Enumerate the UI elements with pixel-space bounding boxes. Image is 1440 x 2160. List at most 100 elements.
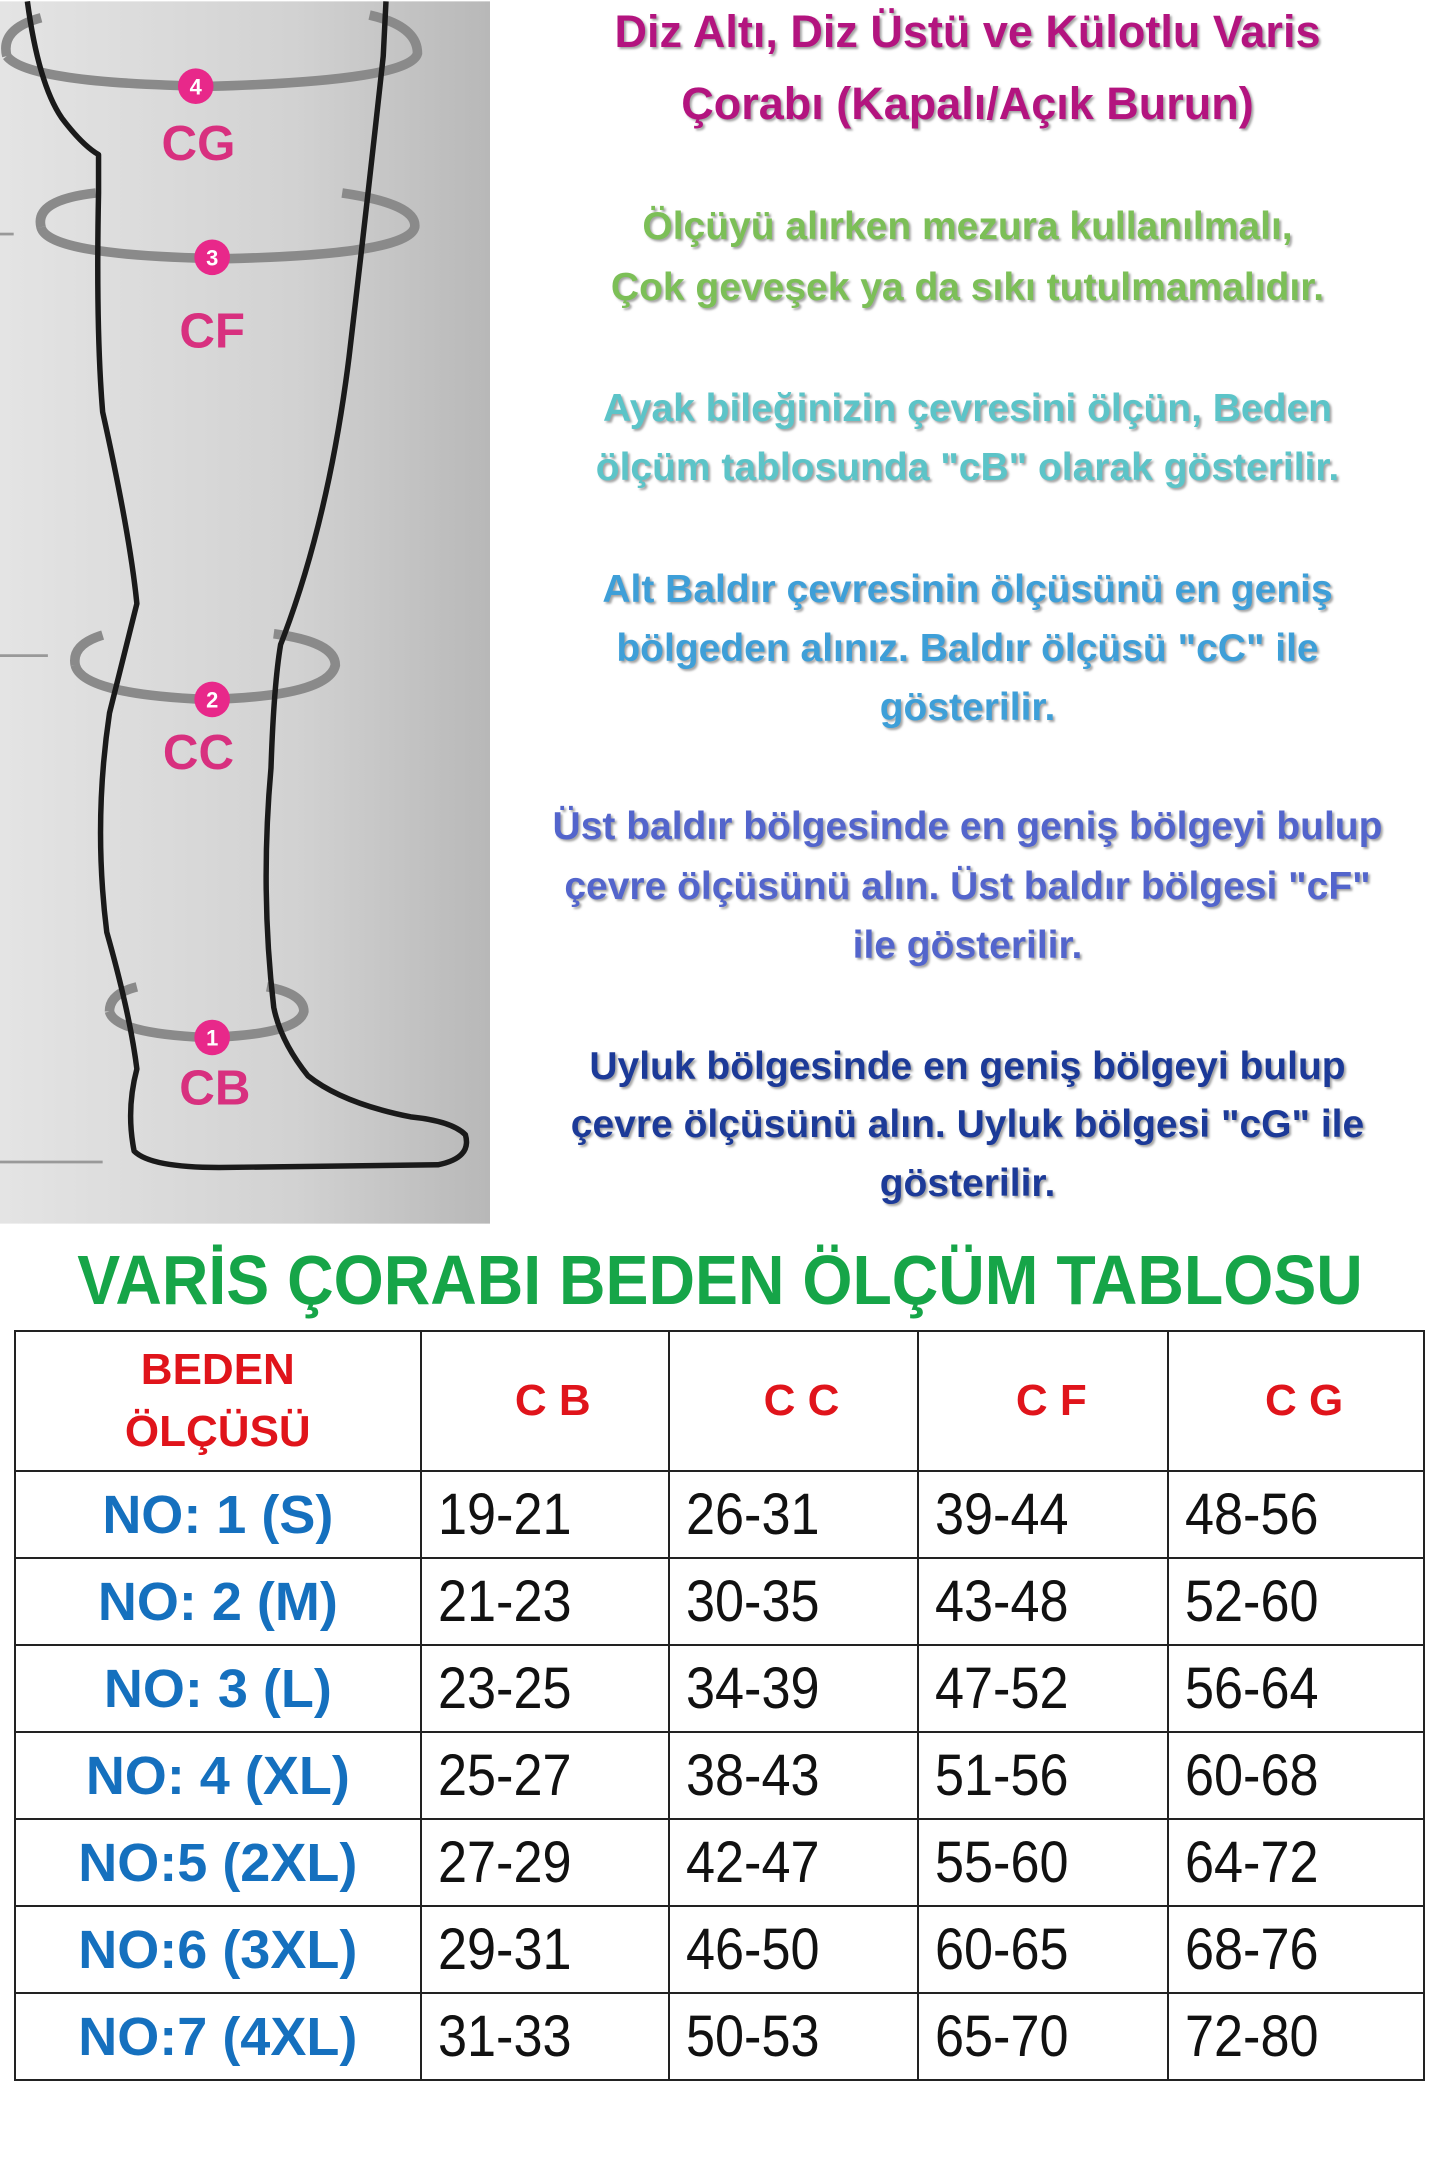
header-size-line-1: BEDEN xyxy=(140,1345,295,1394)
measurement-value: 34-39 xyxy=(685,1656,820,1721)
measurement-value: 50-53 xyxy=(685,2004,820,2069)
table-row: NO: 3 (L) 23-25 34-39 47-52 56-64 xyxy=(14,1644,1425,1733)
measurement-cell: 42-47 xyxy=(667,1818,920,1907)
table-row: NO:5 (2XL) 27-29 42-47 55-60 64-72 xyxy=(14,1818,1425,1907)
header-cg: C G xyxy=(1167,1330,1425,1472)
marker-3: 3 CF xyxy=(179,239,245,359)
marker-2: 2 CC xyxy=(163,681,234,780)
size-table: BEDEN ÖLÇÜSÜ C B C C C F C G NO: 1 (S) 19… xyxy=(14,1330,1425,2081)
instruction-paragraph-1-line: Çok geveşek ya da sıkı tutulmamalıdır. xyxy=(610,266,1325,309)
measurement-value: 26-31 xyxy=(685,1482,820,1547)
measurement-instructions: Diz Altı, Diz Üstü ve Külotlu Varis Çora… xyxy=(495,0,1440,1225)
measurement-value: 46-50 xyxy=(685,1917,820,1982)
header-cc: C C xyxy=(667,1330,920,1472)
measurement-value: 47-52 xyxy=(935,1656,1069,1721)
measurement-value: 21-23 xyxy=(437,1569,572,1634)
table-row: NO: 2 (M) 21-23 30-35 43-48 52-60 xyxy=(14,1557,1425,1646)
header-size-line-2: ÖLÇÜSÜ xyxy=(124,1407,311,1456)
marker-number: 2 xyxy=(206,688,218,713)
marker-number: 4 xyxy=(190,74,203,99)
measurement-cell: 48-56 xyxy=(1167,1470,1425,1559)
measurement-value: 30-35 xyxy=(685,1569,820,1634)
marker-4: 4 CG xyxy=(162,68,236,171)
marker-circle xyxy=(194,681,230,718)
measurement-value: 19-21 xyxy=(437,1482,572,1547)
measurement-value: 48-56 xyxy=(1185,1482,1319,1547)
measurement-cell: 65-70 xyxy=(917,1992,1170,2081)
measurement-cell: 38-43 xyxy=(667,1731,920,1820)
measurement-value: 42-47 xyxy=(685,1830,820,1895)
instruction-paragraph-4-line: ile gösterilir. xyxy=(852,924,1083,967)
measurement-cell: 51-56 xyxy=(917,1731,1170,1820)
marker-number: 3 xyxy=(206,246,218,271)
measurement-cell: 47-52 xyxy=(917,1644,1170,1733)
marker-1: 1 CB xyxy=(179,1019,250,1116)
marker-circle xyxy=(194,1019,230,1056)
marker-label: CC xyxy=(163,725,234,780)
measurement-cell: 23-25 xyxy=(419,1644,670,1733)
header-cb: C B xyxy=(419,1330,670,1472)
measurement-cell: 64-72 xyxy=(1167,1818,1425,1907)
instruction-paragraph-4-line: çevre ölçüsünü alın. Üst baldır bölgesi … xyxy=(564,865,1371,908)
size-cell: NO:5 (2XL) xyxy=(14,1818,422,1907)
measurement-cell: 27-29 xyxy=(419,1818,670,1907)
measurement-value: 38-43 xyxy=(685,1743,820,1808)
measurement-cell: 68-76 xyxy=(1167,1905,1425,1994)
measurement-value: 43-48 xyxy=(935,1569,1069,1634)
measurement-cell: 30-35 xyxy=(667,1557,920,1646)
measurement-cell: 55-60 xyxy=(917,1818,1170,1907)
size-cell: NO:7 (4XL) xyxy=(14,1992,422,2081)
measurement-cell: 60-65 xyxy=(917,1905,1170,1994)
measurement-cell: 56-64 xyxy=(1167,1644,1425,1733)
measurement-value: 55-60 xyxy=(935,1830,1069,1895)
measurement-cell: 52-60 xyxy=(1167,1557,1425,1646)
marker-number: 1 xyxy=(206,1026,218,1051)
table-row: NO: 4 (XL) 25-27 38-43 51-56 60-68 xyxy=(14,1731,1425,1820)
instruction-paragraph-5-line: Uyluk bölgesinde en geniş bölgeyi bulup xyxy=(589,1045,1346,1088)
instruction-paragraph-3-line: bölgeden alınız. Baldır ölçüsü "cC" ile xyxy=(616,627,1319,670)
size-table-title: VARİS ÇORABI BEDEN ÖLÇÜM TABLOSU xyxy=(77,1241,1363,1319)
measurement-cell: 46-50 xyxy=(667,1905,920,1994)
size-cell: NO:6 (3XL) xyxy=(14,1905,422,1994)
measurement-value: 29-31 xyxy=(437,1917,572,1982)
instruction-paragraph-3-line: Alt Baldır çevresinin ölçüsünü en geniş xyxy=(602,568,1333,611)
measurement-value: 64-72 xyxy=(1185,1830,1319,1895)
measurement-value: 39-44 xyxy=(935,1482,1069,1547)
measurement-cell: 29-31 xyxy=(419,1905,670,1994)
measurement-value: 56-64 xyxy=(1185,1656,1319,1721)
measurement-cell: 39-44 xyxy=(917,1470,1170,1559)
measurement-cell: 72-80 xyxy=(1167,1992,1425,2081)
measurement-cell: 26-31 xyxy=(667,1470,920,1559)
instruction-paragraph-4-line: Üst baldır bölgesinde en geniş bölgeyi b… xyxy=(552,805,1383,848)
instruction-paragraph-5-line: gösterilir. xyxy=(879,1162,1056,1205)
measurement-value: 25-27 xyxy=(437,1743,572,1808)
measurement-cell: 21-23 xyxy=(419,1557,670,1646)
measurement-cell: 25-27 xyxy=(419,1731,670,1820)
header-cf: C F xyxy=(917,1330,1170,1472)
table-row: NO: 1 (S) 19-21 26-31 39-44 48-56 xyxy=(14,1470,1425,1559)
measurement-cell: 60-68 xyxy=(1167,1731,1425,1820)
measurement-cell: 34-39 xyxy=(667,1644,920,1733)
instruction-paragraph-3-line: gösterilir. xyxy=(879,686,1056,729)
instruction-paragraph-5-line: çevre ölçüsünü alın. Uyluk bölgesi "cG" … xyxy=(570,1103,1365,1146)
measurement-value: 51-56 xyxy=(935,1743,1069,1808)
marker-label: CB xyxy=(179,1061,250,1116)
marker-label: CG xyxy=(162,116,236,171)
size-cell: NO: 2 (M) xyxy=(14,1557,422,1646)
info-title-line-1: Diz Altı, Diz Üstü ve Külotlu Varis xyxy=(614,6,1321,57)
info-title-line-2: Çorabı (Kapalı/Açık Burun) xyxy=(681,78,1254,129)
header-size: BEDEN ÖLÇÜSÜ xyxy=(14,1330,422,1472)
leg-illustration: 4 CG 3 CF 2 CC 1 CB xyxy=(0,1,490,1224)
size-cell: NO: 1 (S) xyxy=(14,1470,422,1559)
measurement-cell: 50-53 xyxy=(667,1992,920,2081)
instruction-paragraph-2-line: Ayak bileğinizin çevresini ölçün, Beden xyxy=(603,387,1332,430)
measurement-cell: 43-48 xyxy=(917,1557,1170,1646)
marker-circle xyxy=(177,68,214,105)
instruction-paragraph-2-line: ölçüm tablosunda "cB" olarak gösterilir. xyxy=(595,446,1340,489)
measurement-value: 65-70 xyxy=(935,2004,1069,2069)
size-cell: NO: 3 (L) xyxy=(14,1644,422,1733)
measurement-value: 31-33 xyxy=(437,2004,572,2069)
measurement-cell: 19-21 xyxy=(419,1470,670,1559)
measurement-value: 72-80 xyxy=(1185,2004,1319,2069)
leg-measurement-diagram: 4 CG 3 CF 2 CC 1 CB xyxy=(0,0,490,1225)
